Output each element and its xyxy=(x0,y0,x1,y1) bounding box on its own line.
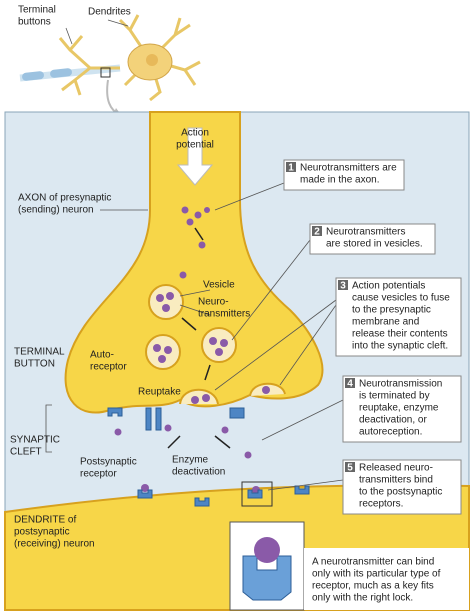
step-text: autoreception. xyxy=(359,427,422,438)
leader-lines xyxy=(45,182,344,491)
label: Vesicle xyxy=(203,280,235,291)
step-text: reuptake, enzyme xyxy=(359,403,439,414)
step-text: Neurotransmission xyxy=(359,379,442,390)
step-badge xyxy=(312,226,322,236)
step-text: deactivation, or xyxy=(359,415,427,426)
label: receptor xyxy=(80,469,117,480)
label: CLEFT xyxy=(10,447,42,458)
inset-note: only with its particular type of xyxy=(312,569,441,580)
step-box xyxy=(283,159,405,191)
label: AXON of presynaptic xyxy=(18,193,111,204)
step-box xyxy=(342,375,462,443)
step-box xyxy=(342,459,462,515)
axon-terminal xyxy=(64,111,324,414)
step-number: 1 xyxy=(288,163,294,174)
neuron-label: Dendrites xyxy=(88,7,131,18)
zoom-box xyxy=(241,481,273,507)
step-text: are stored in vesicles. xyxy=(326,239,423,250)
step-text: to the postsynaptic xyxy=(359,487,442,498)
label: BUTTON xyxy=(14,359,55,370)
label: DENDRITE of xyxy=(14,515,76,526)
step-text: is terminated by xyxy=(359,391,430,402)
step-badge xyxy=(338,280,348,290)
step-box xyxy=(309,223,436,255)
inset-note: only with the right lock. xyxy=(312,593,413,604)
step-text: release their contents xyxy=(352,329,448,340)
step-number: 4 xyxy=(347,379,353,390)
step-text: Neurotransmitters xyxy=(326,227,405,238)
step-badge xyxy=(345,378,355,388)
inset-note: receptor, much as a key fits xyxy=(312,581,434,592)
label: postsynaptic xyxy=(14,527,70,538)
step-badge xyxy=(286,162,296,172)
step-text: into the synaptic cleft. xyxy=(352,341,448,352)
label: deactivation xyxy=(172,467,225,478)
label: Reuptake xyxy=(138,387,181,398)
step-text: cause vesicles to fuse xyxy=(352,293,450,304)
label: Auto- xyxy=(90,350,114,361)
neurotransmitter-molecules xyxy=(114,206,270,494)
action-potential-arrow xyxy=(176,127,214,186)
step-text: transmitters bind xyxy=(359,475,433,486)
step-number: 3 xyxy=(340,281,346,292)
vesicles xyxy=(145,284,286,405)
step-badge xyxy=(345,462,355,472)
label: Postsynaptic xyxy=(80,457,137,468)
step-text: membrane and xyxy=(352,317,419,328)
label: Action xyxy=(181,128,209,139)
neuron-label: Terminal xyxy=(18,5,56,16)
inset xyxy=(229,521,469,611)
step-box xyxy=(335,277,462,357)
inset-note: A neurotransmitter can bind xyxy=(312,557,434,568)
label: receptor xyxy=(90,362,127,373)
label: Neuro- xyxy=(198,297,229,308)
label: TERMINAL xyxy=(14,347,65,358)
neuron-label: buttons xyxy=(18,17,51,28)
step-text: made in the axon. xyxy=(300,175,380,186)
step-text: receptors. xyxy=(359,499,403,510)
step-number: 5 xyxy=(347,463,353,474)
label: potential xyxy=(176,140,214,151)
step-text: to the presynaptic xyxy=(352,305,431,316)
label: transmitters xyxy=(198,309,250,320)
step-text: Action potentials xyxy=(352,281,425,292)
process-arrows xyxy=(167,227,231,449)
step-text: Released neuro- xyxy=(359,463,433,474)
step-number: 2 xyxy=(314,227,320,238)
neuron-illustration xyxy=(19,14,201,117)
step-text: Neurotransmitters are xyxy=(300,163,397,174)
label: (sending) neuron xyxy=(18,205,94,216)
label: (receiving) neuron xyxy=(14,539,95,550)
receptors xyxy=(107,407,310,507)
label: SYNAPTIC xyxy=(10,435,60,446)
label: Enzyme xyxy=(172,455,209,466)
